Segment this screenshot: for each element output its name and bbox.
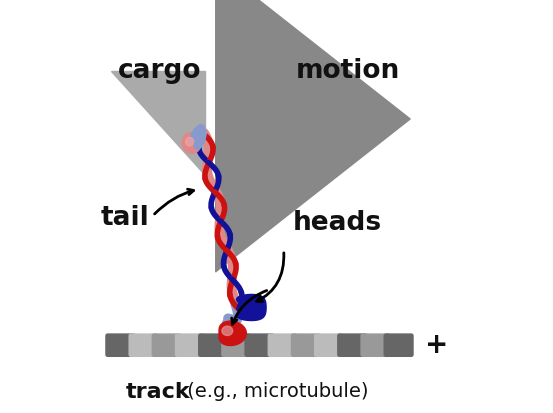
FancyBboxPatch shape [338,334,367,356]
FancyBboxPatch shape [291,334,320,356]
FancyBboxPatch shape [361,334,390,356]
Text: (e.g., microtubule): (e.g., microtubule) [181,382,369,401]
FancyBboxPatch shape [199,334,227,356]
Polygon shape [237,294,266,320]
FancyBboxPatch shape [268,334,297,356]
FancyBboxPatch shape [222,334,251,356]
Ellipse shape [186,137,194,146]
Text: cargo: cargo [118,58,201,84]
FancyBboxPatch shape [315,334,343,356]
Ellipse shape [182,133,201,153]
Text: +: + [425,331,448,359]
Polygon shape [111,71,205,175]
FancyBboxPatch shape [152,334,181,356]
FancyBboxPatch shape [384,334,413,356]
FancyBboxPatch shape [245,334,274,356]
FancyBboxPatch shape [129,334,158,356]
FancyBboxPatch shape [106,334,135,356]
Text: track: track [126,382,190,402]
Polygon shape [219,321,246,346]
Text: tail: tail [101,205,149,231]
Text: heads: heads [293,210,382,236]
Text: motion: motion [296,58,400,84]
Polygon shape [222,326,233,335]
FancyBboxPatch shape [175,334,204,356]
